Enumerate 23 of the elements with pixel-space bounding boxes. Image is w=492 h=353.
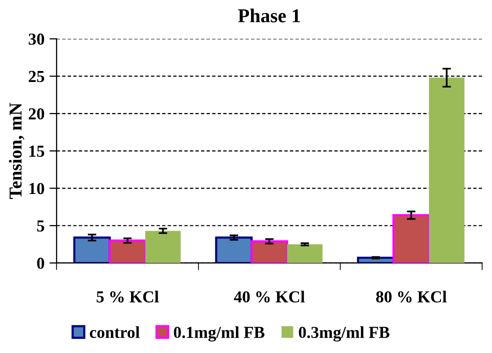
bar [73, 236, 111, 263]
y-tick-label: 10 [29, 182, 44, 194]
y-tick-label: 0 [37, 258, 44, 269]
bar [250, 240, 288, 263]
bar [145, 230, 181, 263]
legend-label: 0.1mg/ml FB [174, 326, 264, 342]
legend-label: 0.3mg/ml FB [298, 326, 390, 342]
legend-label: control [90, 326, 140, 338]
bar [392, 214, 430, 263]
x-tick-label: 80 % KCl [376, 290, 447, 303]
bar [108, 240, 146, 263]
y-tick-label: 20 [28, 108, 44, 120]
bar [215, 236, 253, 263]
x-tick-label: 5 % KCl [96, 290, 159, 303]
x-tick-label: 40 % KCl [234, 290, 305, 303]
y-tick-label: 30 [28, 34, 44, 45]
y-tick-label: 5 [37, 220, 44, 232]
y-axis-title: Tension, mN [8, 102, 24, 199]
bar [428, 78, 464, 263]
chart-title: Phase 1 [238, 8, 300, 22]
y-tick-label: 15 [29, 146, 44, 157]
bar [287, 244, 323, 263]
y-tick-label: 25 [28, 70, 44, 82]
